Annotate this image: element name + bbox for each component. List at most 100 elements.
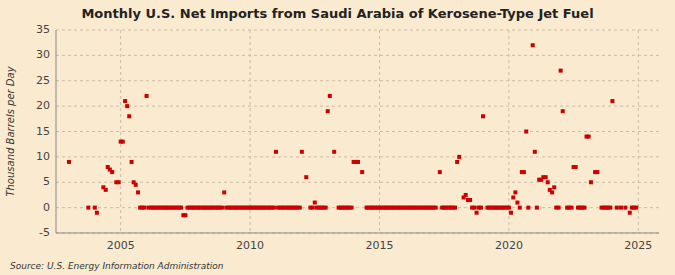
tick-label: 20 <box>36 99 50 112</box>
point <box>615 206 619 210</box>
point <box>350 206 354 210</box>
chart: -50510152025303520052010201520202025Mont… <box>0 0 675 275</box>
point <box>464 193 468 197</box>
point <box>304 175 308 179</box>
grid-line <box>250 30 251 233</box>
point <box>121 140 125 144</box>
point <box>608 206 612 210</box>
point <box>634 206 638 210</box>
tick-label: 2005 <box>107 239 135 252</box>
tick-label: 2010 <box>236 239 264 252</box>
tick-label: 2020 <box>495 239 523 252</box>
y-axis-label: Thousand Barrels per Day <box>5 65 16 196</box>
point <box>610 99 614 103</box>
grid-line <box>56 106 659 107</box>
annotation: Source: U.S. Energy Information Administ… <box>10 261 224 271</box>
point <box>311 206 315 210</box>
point <box>274 150 278 154</box>
point <box>127 114 131 118</box>
point <box>582 206 586 210</box>
tick-label: 30 <box>36 48 50 61</box>
point <box>479 206 483 210</box>
point <box>117 180 121 184</box>
point <box>472 206 476 210</box>
point <box>535 206 539 210</box>
point <box>546 180 550 184</box>
point <box>628 211 632 215</box>
point <box>300 150 304 154</box>
point <box>557 206 561 210</box>
grid-line <box>638 30 639 233</box>
point <box>93 206 97 210</box>
grid-line <box>508 30 509 233</box>
tick-label: 15 <box>36 125 50 138</box>
point <box>86 206 90 210</box>
title: Monthly U.S. Net Imports from Saudi Arab… <box>81 6 593 21</box>
tick-label: 0 <box>43 201 50 214</box>
point <box>356 160 360 164</box>
point <box>298 206 302 210</box>
tick-label: -5 <box>39 226 50 239</box>
point <box>511 195 515 199</box>
point <box>328 94 332 98</box>
point <box>360 170 364 174</box>
point <box>515 201 519 205</box>
point <box>136 190 140 194</box>
tick-label: 10 <box>36 150 50 163</box>
point <box>222 190 226 194</box>
point <box>533 150 537 154</box>
point <box>544 175 548 179</box>
point <box>130 160 134 164</box>
point <box>457 155 461 159</box>
point <box>125 104 129 108</box>
point <box>518 206 522 210</box>
point <box>434 206 438 210</box>
point <box>95 211 99 215</box>
point <box>143 206 147 210</box>
point <box>481 114 485 118</box>
grid-line <box>56 30 659 31</box>
point <box>468 198 472 202</box>
points <box>67 43 638 217</box>
point <box>509 211 513 215</box>
point <box>332 150 336 154</box>
x-axis <box>56 233 659 234</box>
point <box>272 206 276 210</box>
point <box>455 160 459 164</box>
point <box>561 109 565 113</box>
point <box>507 206 511 210</box>
grid-line <box>56 233 659 234</box>
point <box>550 190 554 194</box>
tick-label: 25 <box>36 74 50 87</box>
point <box>104 188 108 192</box>
grid <box>56 30 659 233</box>
point <box>522 170 526 174</box>
point <box>574 165 578 169</box>
point <box>67 160 71 164</box>
tick-label: 5 <box>43 175 50 188</box>
grid-line <box>56 55 659 56</box>
point <box>623 206 627 210</box>
point <box>179 206 183 210</box>
grid-line <box>120 30 121 233</box>
point <box>313 201 317 205</box>
point <box>589 180 593 184</box>
grid-line <box>56 131 659 132</box>
tick-label: 35 <box>36 23 50 36</box>
point <box>570 206 574 210</box>
grid-line <box>56 182 659 183</box>
tick-label: 2025 <box>624 239 652 252</box>
point <box>438 170 442 174</box>
grid-line <box>379 30 380 233</box>
point <box>110 170 114 174</box>
point <box>531 43 535 47</box>
point <box>134 183 138 187</box>
tick-label: 2015 <box>365 239 393 252</box>
point <box>587 135 591 139</box>
grid-line <box>56 80 659 81</box>
point <box>619 206 623 210</box>
y-axis <box>56 30 57 233</box>
point <box>123 99 127 103</box>
background <box>0 0 675 275</box>
point <box>220 206 224 210</box>
